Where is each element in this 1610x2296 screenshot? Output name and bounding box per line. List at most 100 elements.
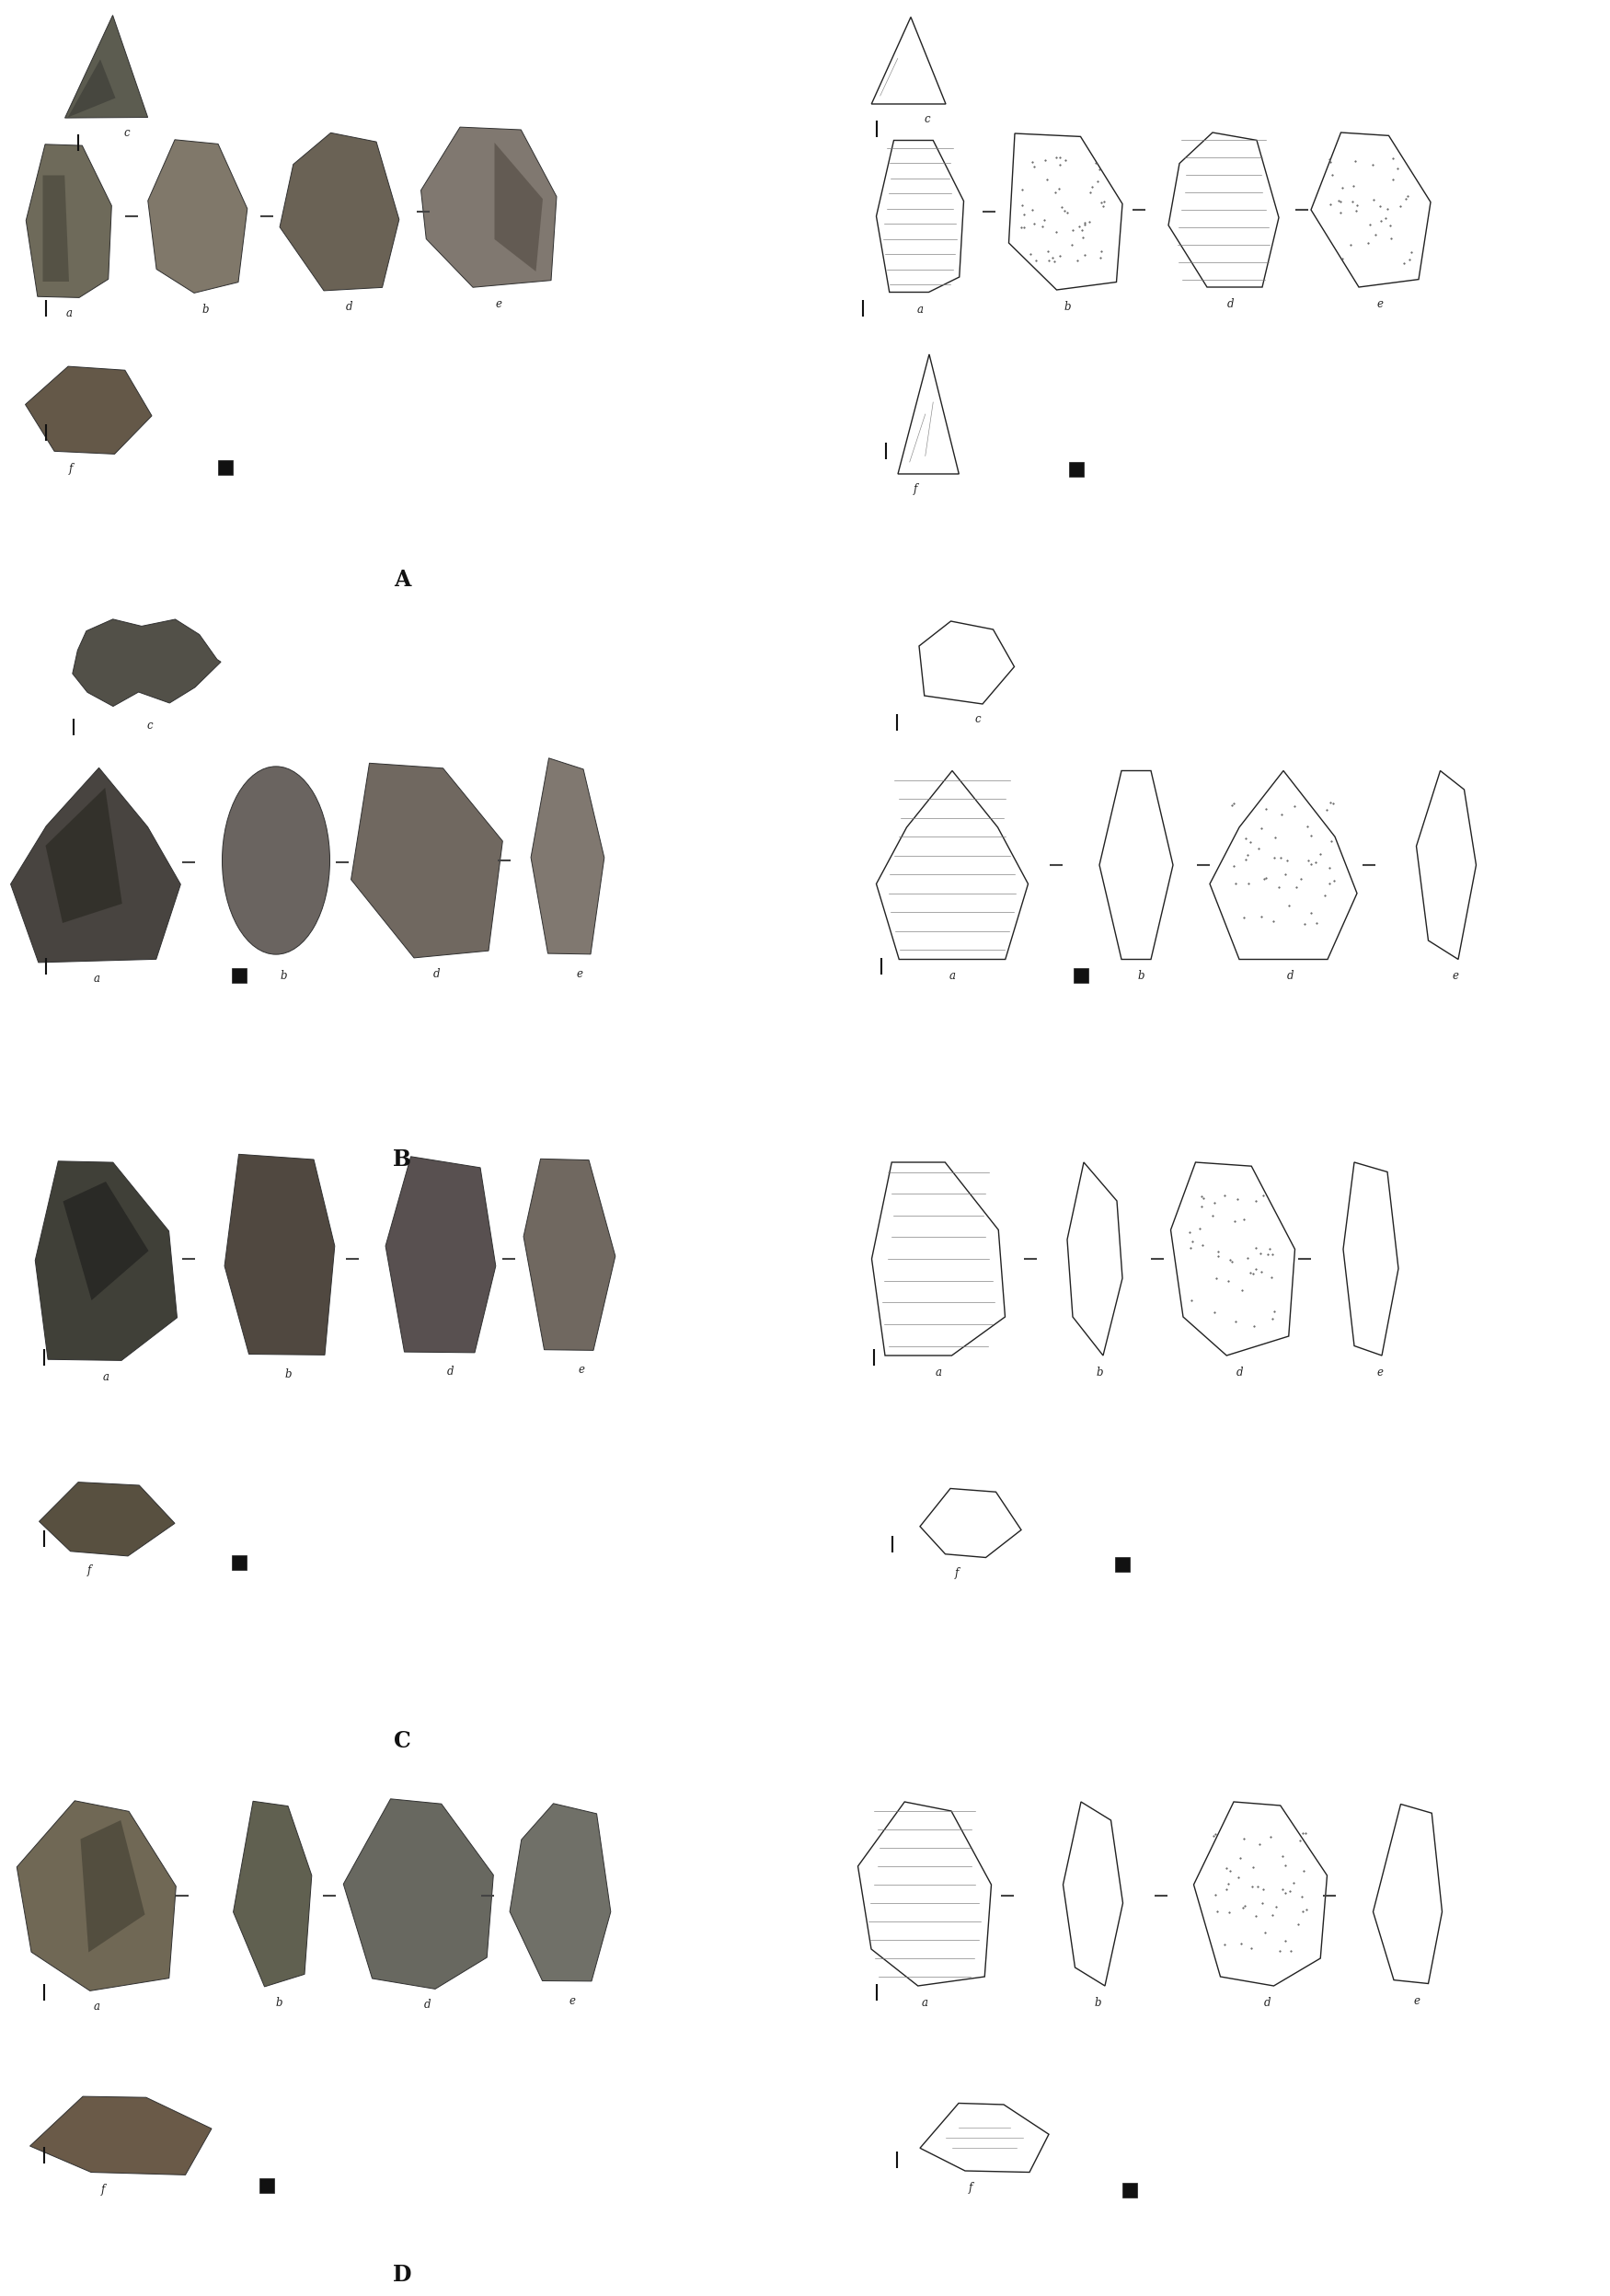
Polygon shape — [919, 2103, 1048, 2172]
Point — [1396, 241, 1422, 278]
Point — [1220, 785, 1246, 822]
Point — [1240, 1848, 1265, 1885]
Point — [1307, 836, 1333, 872]
Point — [1069, 211, 1095, 248]
Point — [1269, 1837, 1294, 1874]
Point — [1270, 1871, 1296, 1908]
Point — [1032, 202, 1058, 239]
Point — [1259, 1235, 1285, 1272]
Point — [1259, 1300, 1285, 1336]
Polygon shape — [233, 1800, 312, 1986]
Point — [1380, 161, 1406, 197]
Polygon shape — [64, 16, 148, 117]
Point — [1362, 216, 1388, 253]
Polygon shape — [1343, 1162, 1399, 1355]
Text: c: c — [124, 126, 130, 138]
Point — [1220, 847, 1246, 884]
Point — [1246, 829, 1272, 866]
Point — [1322, 863, 1348, 900]
Point — [1257, 1818, 1283, 1855]
Text: f: f — [913, 482, 918, 496]
Point — [1085, 163, 1111, 200]
Point — [1248, 1235, 1274, 1272]
Point — [1302, 845, 1328, 882]
Point — [1232, 1821, 1257, 1857]
Point — [1294, 1892, 1320, 1929]
Point — [1043, 214, 1069, 250]
Point — [1177, 1215, 1203, 1251]
Text: f: f — [69, 461, 72, 475]
Point — [1203, 1816, 1228, 1853]
Point — [1018, 236, 1043, 273]
Point — [1330, 170, 1356, 207]
Polygon shape — [494, 142, 543, 271]
Point — [1372, 200, 1397, 236]
Text: a: a — [948, 971, 955, 983]
Polygon shape — [1193, 1802, 1327, 1986]
Text: f: f — [969, 2181, 972, 2193]
Point — [1214, 1851, 1240, 1887]
Point — [1317, 866, 1343, 902]
Point — [1053, 142, 1079, 179]
Text: a: a — [103, 1371, 109, 1382]
Point — [1179, 1281, 1204, 1318]
Point — [1245, 1869, 1270, 1906]
Polygon shape — [876, 140, 964, 292]
Point — [1019, 145, 1045, 181]
Point — [1249, 898, 1275, 934]
Point — [1219, 1244, 1245, 1281]
Point — [1235, 836, 1261, 872]
Point — [1180, 1224, 1206, 1261]
Point — [1188, 1178, 1214, 1215]
Text: e: e — [1414, 1995, 1420, 2007]
Point — [1048, 188, 1074, 225]
Point — [1275, 886, 1301, 923]
Point — [1360, 181, 1386, 218]
Text: e: e — [496, 298, 502, 310]
Polygon shape — [31, 2096, 211, 2174]
Point — [1238, 824, 1264, 861]
Point — [1199, 1196, 1225, 1233]
Text: e: e — [578, 1364, 584, 1375]
Point — [1079, 170, 1104, 207]
Text: e: e — [576, 967, 583, 980]
Text: a: a — [66, 308, 72, 319]
Bar — [259, 2179, 274, 2193]
Text: d: d — [425, 2000, 431, 2011]
Point — [1380, 140, 1406, 177]
Point — [1227, 1839, 1253, 1876]
Point — [1312, 877, 1338, 914]
Point — [1272, 1922, 1298, 1958]
Point — [1201, 1816, 1227, 1853]
Point — [1280, 1864, 1306, 1901]
Point — [1274, 856, 1299, 893]
Polygon shape — [68, 60, 116, 117]
Point — [1328, 241, 1354, 278]
Polygon shape — [26, 145, 111, 298]
Text: d: d — [346, 301, 353, 312]
Point — [1042, 174, 1067, 211]
Point — [1204, 1233, 1230, 1270]
Text: c: c — [147, 721, 153, 732]
Polygon shape — [523, 1159, 615, 1350]
Point — [1222, 1203, 1248, 1240]
Point — [1288, 861, 1314, 898]
Point — [1232, 1887, 1257, 1924]
Text: f: f — [955, 1566, 960, 1580]
Polygon shape — [224, 1155, 335, 1355]
Point — [1230, 1890, 1256, 1926]
Polygon shape — [80, 1821, 145, 1952]
Polygon shape — [1170, 1162, 1294, 1355]
Point — [1393, 181, 1418, 218]
Point — [1290, 1814, 1315, 1851]
Point — [1038, 239, 1064, 276]
Point — [1030, 209, 1056, 246]
Point — [1243, 1228, 1269, 1265]
Point — [1261, 902, 1286, 939]
Polygon shape — [919, 622, 1014, 705]
Point — [1340, 168, 1365, 204]
Polygon shape — [35, 1162, 177, 1362]
Text: e: e — [1452, 971, 1459, 983]
Point — [1340, 184, 1365, 220]
Point — [1254, 859, 1280, 895]
